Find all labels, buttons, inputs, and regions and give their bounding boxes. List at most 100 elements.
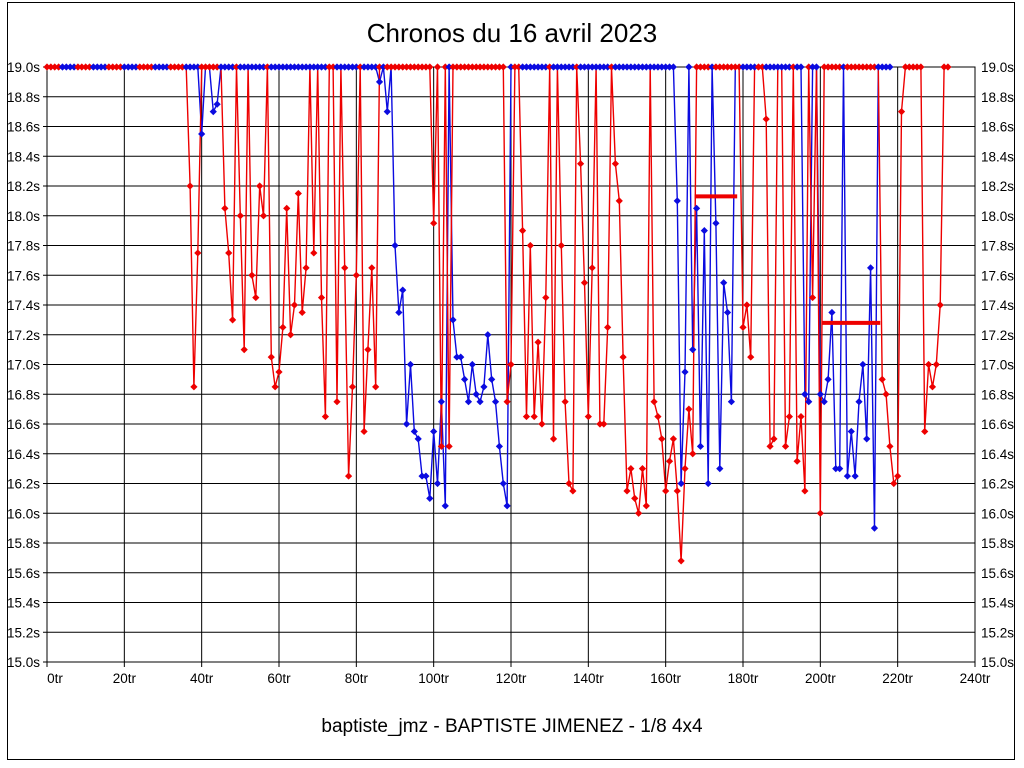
red-lap-marker xyxy=(654,412,662,421)
blue-lap-marker xyxy=(867,264,875,272)
red-lap-marker xyxy=(449,63,457,71)
blue-lap-marker xyxy=(449,316,457,324)
red-lap-marker xyxy=(403,63,411,71)
red-lap-marker xyxy=(901,63,909,71)
y-tick-label-right: 16.0s xyxy=(981,506,1014,521)
blue-lap-marker xyxy=(561,63,569,71)
blue-lap-marker xyxy=(321,63,329,71)
lap-marker xyxy=(136,63,144,71)
blue-lap-marker xyxy=(557,63,565,71)
blue-lap-marker xyxy=(828,308,836,317)
blue-lap-marker xyxy=(696,442,705,450)
red-lap-marker xyxy=(557,241,565,250)
blue-lap-marker xyxy=(762,63,770,71)
blue-lap-marker xyxy=(433,479,442,488)
x-tick-label: 80tr xyxy=(345,671,369,686)
red-lap-marker xyxy=(368,264,376,272)
red-lap-marker xyxy=(333,398,341,406)
red-lap-marker xyxy=(542,293,550,302)
blue-lap-marker xyxy=(491,398,500,406)
y-tick-label-right: 17.4s xyxy=(981,298,1014,313)
x-tick-label: 120tr xyxy=(496,671,527,686)
x-tick-label: 20tr xyxy=(113,671,137,686)
lap-marker xyxy=(306,63,314,71)
y-tick-label-right: 18.2s xyxy=(981,179,1014,194)
chart-footer: baptiste_jmz - BAPTISTE JIMENEZ - 1/8 4x… xyxy=(321,716,703,737)
blue-lap-marker xyxy=(484,331,492,339)
blue-lap-marker xyxy=(360,63,368,71)
red-lap-marker xyxy=(824,63,832,71)
red-lap-marker xyxy=(213,63,221,71)
blue-lap-marker xyxy=(716,465,724,473)
lap-marker xyxy=(78,63,86,71)
red-lap-marker xyxy=(391,63,399,71)
blue-lap-marker xyxy=(190,63,198,71)
blue-lap-marker xyxy=(302,63,310,71)
blue-series-line xyxy=(47,66,890,529)
blue-lap-marker xyxy=(824,375,832,383)
red-lap-marker xyxy=(294,189,302,198)
red-lap-marker xyxy=(526,241,534,250)
red-lap-marker xyxy=(275,368,283,376)
blue-lap-marker xyxy=(519,63,527,71)
red-lap-marker xyxy=(781,442,790,450)
red-lap-marker xyxy=(917,63,925,71)
y-tick-label-left: 18.0s xyxy=(7,209,40,224)
blue-lap-marker xyxy=(650,63,658,71)
lap-marker xyxy=(97,63,105,71)
lap-marker xyxy=(167,63,175,71)
red-lap-marker xyxy=(352,271,360,279)
blue-lap-marker xyxy=(252,63,260,71)
blue-lap-marker xyxy=(229,63,237,71)
red-lap-marker xyxy=(410,63,418,71)
blue-lap-marker xyxy=(194,63,202,71)
blue-lap-marker xyxy=(882,63,890,71)
red-lap-marker xyxy=(248,271,256,279)
y-tick-label-left: 15.4s xyxy=(7,596,40,611)
y-tick-label-right: 16.4s xyxy=(981,447,1014,462)
lap-marker xyxy=(159,63,167,71)
red-lap-marker xyxy=(936,301,944,309)
lap-marker xyxy=(232,63,241,71)
red-lap-marker xyxy=(627,465,635,473)
y-tick-label-left: 15.6s xyxy=(7,566,40,581)
red-lap-marker xyxy=(611,160,619,168)
lap-marker xyxy=(751,63,759,71)
y-tick-label-left: 17.8s xyxy=(7,239,40,254)
red-series-line xyxy=(47,66,948,561)
red-lap-marker xyxy=(476,63,484,71)
red-lap-marker xyxy=(665,457,674,465)
red-lap-marker xyxy=(472,63,480,71)
y-tick-label-right: 15.2s xyxy=(981,625,1014,640)
red-lap-marker xyxy=(372,383,380,391)
blue-lap-marker xyxy=(669,63,677,71)
lap-marker xyxy=(66,63,74,71)
red-lap-marker xyxy=(538,420,546,428)
blue-lap-marker xyxy=(685,63,693,71)
lap-marker xyxy=(85,63,94,71)
red-lap-marker xyxy=(635,509,643,517)
red-lap-marker xyxy=(913,63,921,71)
blue-lap-marker xyxy=(395,308,403,317)
lap-marker xyxy=(789,63,797,71)
y-tick-label-left: 15.2s xyxy=(7,625,40,640)
lap-marker xyxy=(143,63,152,71)
red-lap-marker xyxy=(399,63,407,71)
blue-lap-marker xyxy=(399,286,407,294)
blue-lap-marker xyxy=(712,219,720,227)
red-lap-marker xyxy=(194,249,202,257)
blue-lap-marker xyxy=(855,398,863,406)
blue-lap-marker xyxy=(348,63,357,71)
red-lap-marker xyxy=(793,457,801,465)
y-tick-label-right: 18.0s xyxy=(981,209,1014,224)
blue-lap-marker xyxy=(426,494,434,502)
red-lap-marker xyxy=(209,63,217,71)
blue-lap-marker xyxy=(565,63,573,71)
lap-marker xyxy=(70,63,78,71)
red-lap-marker xyxy=(453,63,461,71)
red-lap-marker xyxy=(221,204,229,212)
chart-title: Chronos du 16 avril 2023 xyxy=(366,18,658,48)
blue-lap-marker xyxy=(480,383,488,391)
blue-lap-marker xyxy=(580,63,589,71)
red-lap-marker xyxy=(236,212,244,220)
